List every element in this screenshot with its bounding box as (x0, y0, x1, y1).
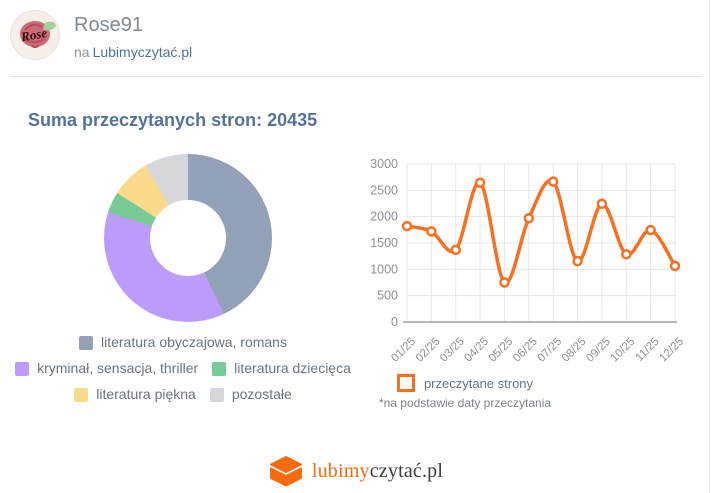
line-legend-item[interactable]: przeczytane strony (355, 374, 575, 392)
legend-swatch (209, 387, 224, 402)
y-tick-label: 500 (377, 289, 398, 303)
profile-info: Rose91 na Lubimyczytać.pl (74, 10, 192, 60)
avatar-rose-text: Rose (19, 25, 48, 45)
widget-right-border (709, 0, 710, 493)
x-tick-label: 10/25 (609, 336, 638, 365)
series-line (405, 178, 677, 285)
donut-legend: literatura obyczajowa, romans kryminał, s… (15, 332, 351, 405)
data-point[interactable] (450, 244, 461, 256)
footer-logo[interactable]: lubimyczytać.pl (0, 456, 712, 487)
donut-legend-item[interactable]: literatura dziecięca (212, 358, 351, 379)
legend-swatch (212, 361, 227, 376)
logo-text: lubimyczytać.pl (312, 460, 443, 483)
username: Rose91 (74, 14, 143, 36)
x-tick-label: 03/25 (438, 336, 467, 365)
legend-label: literatura obyczajowa, romans (101, 334, 287, 350)
data-point[interactable] (401, 220, 413, 232)
y-tick-label: 0 (391, 315, 398, 329)
data-point[interactable] (596, 198, 608, 210)
legend-swatch (79, 335, 93, 350)
y-tick-label: 3000 (370, 157, 398, 171)
logo-text-czytac: czytać.pl (369, 460, 444, 482)
x-tick-label: 11/25 (634, 336, 662, 364)
line-legend-label: przeczytane strony (423, 375, 534, 391)
data-point[interactable] (669, 260, 681, 272)
x-tick-label: 02/25 (414, 336, 443, 365)
logo-text-lubimy: lubimy (311, 460, 370, 482)
data-point[interactable] (523, 212, 535, 224)
rose-leaf (43, 21, 56, 31)
pages-line-chart[interactable]: 05001000150020002500300001/2502/2503/250… (360, 150, 692, 370)
x-tick-label: 07/25 (535, 336, 564, 365)
line-legend-swatch (396, 374, 415, 392)
data-point[interactable] (572, 255, 583, 267)
x-tick-label: 09/25 (584, 336, 613, 365)
x-tick-label: 05/25 (487, 336, 516, 365)
x-tick-label: 12/25 (657, 336, 686, 365)
x-tick-label: 06/25 (511, 336, 540, 365)
data-point[interactable] (621, 249, 632, 260)
header-divider (10, 76, 702, 77)
x-tick-label: 01/25 (389, 336, 418, 365)
profile-header: Rose Rose91 na Lubimyczytać.pl (10, 10, 192, 60)
book-stack-icon (269, 456, 302, 487)
data-point[interactable] (547, 176, 559, 187)
lubimyczytac-profile-link[interactable]: Lubimyczytać.pl (92, 44, 193, 60)
chart-note: *na podstawie daty przeczytania (378, 396, 552, 410)
x-tick-label: 08/25 (560, 336, 589, 365)
y-tick-label: 1000 (370, 262, 398, 276)
genres-donut-chart[interactable] (104, 154, 272, 322)
legend-label: kryminał, sensacja, thriller (37, 360, 199, 376)
profile-subtitle: na Lubimyczytać.pl (74, 44, 192, 60)
donut-hole (150, 200, 226, 276)
page-title: Suma przeczytanych stron: 20435 (28, 110, 318, 130)
legend-swatch (15, 361, 30, 376)
data-point[interactable] (645, 224, 656, 236)
legend-swatch (74, 387, 89, 402)
data-point[interactable] (499, 277, 510, 288)
donut-legend-item[interactable]: literatura obyczajowa, romans (79, 332, 287, 353)
x-tick-label: 04/25 (462, 336, 491, 365)
donut-legend-item[interactable]: literatura piękna (74, 384, 196, 405)
avatar[interactable]: Rose (10, 10, 60, 60)
donut-legend-item[interactable]: kryminał, sensacja, thriller (15, 358, 198, 379)
y-tick-label: 2000 (370, 210, 398, 224)
legend-label: pozostałe (231, 386, 292, 402)
data-point[interactable] (426, 226, 437, 237)
y-tick-label: 1500 (370, 236, 398, 250)
legend-label: literatura piękna (96, 386, 196, 402)
rose-avatar-image: Rose (19, 21, 56, 48)
donut-legend-item[interactable]: pozostałe (209, 384, 292, 405)
subtitle-prefix: na (74, 44, 90, 60)
legend-label: literatura dziecięca (234, 360, 351, 376)
data-point[interactable] (474, 177, 486, 188)
y-tick-label: 2500 (370, 183, 398, 197)
